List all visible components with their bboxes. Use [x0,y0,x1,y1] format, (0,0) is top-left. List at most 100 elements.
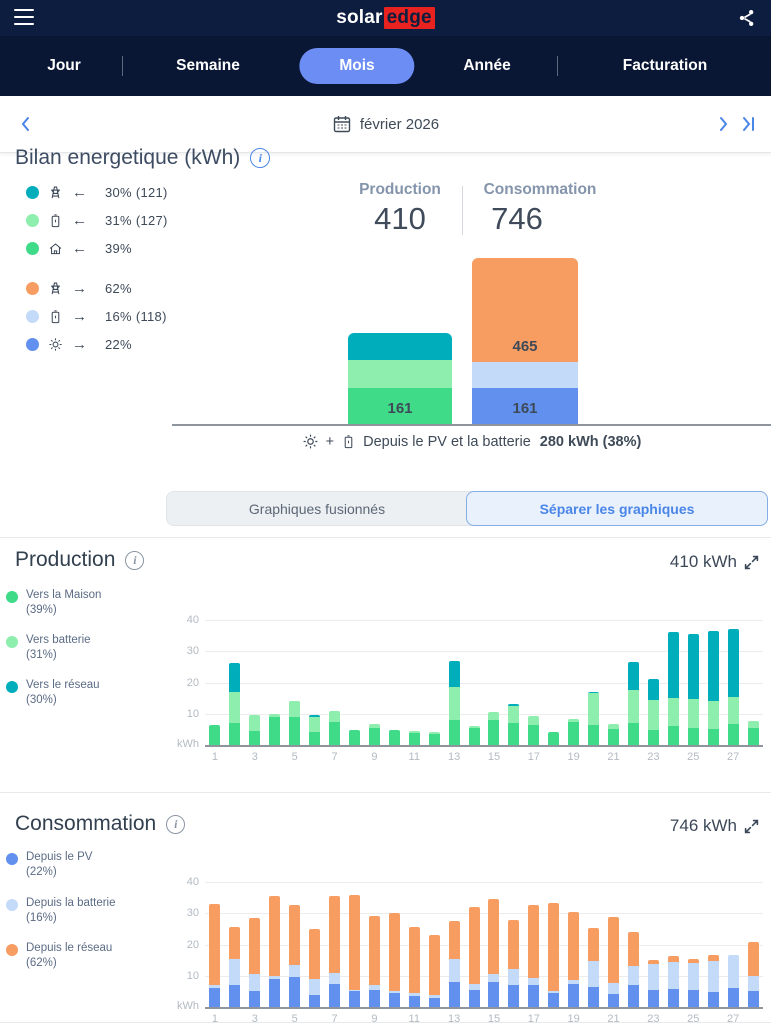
bar-segment [588,928,600,962]
day-bar[interactable] [468,725,480,745]
day-bar[interactable] [707,954,719,1007]
day-bar[interactable] [528,904,540,1007]
tab-jour[interactable]: Jour [47,57,81,74]
bar-segment [309,716,321,732]
day-bar[interactable] [508,919,520,1007]
expand-icon[interactable] [744,819,759,834]
day-bar[interactable] [468,907,480,1007]
day-bar[interactable] [747,942,759,1007]
consommation-legend-grid: Depuis le réseau (62%) [6,941,171,971]
day-bar[interactable] [269,896,281,1007]
day-bar[interactable] [348,730,360,745]
bar-segment [528,724,540,745]
y-tick-label: 10 [186,969,199,982]
day-bar[interactable] [608,724,620,745]
last-month-icon[interactable] [739,113,759,135]
day-bar[interactable] [548,903,560,1007]
day-bar[interactable] [428,935,440,1007]
day-bar[interactable] [329,896,341,1007]
day-bar[interactable] [388,730,400,745]
day-bar[interactable] [627,662,639,745]
date-display[interactable]: février 2026 [0,96,771,152]
tab-annee[interactable]: Année [463,57,511,74]
consommation-section-total: 746 kWh [670,816,759,836]
day-bar[interactable] [528,715,540,745]
day-bar[interactable] [707,630,719,745]
day-bar[interactable] [488,712,500,745]
day-bar[interactable] [508,703,520,745]
info-icon[interactable]: i [166,814,186,834]
bar-segment [249,917,261,975]
day-bar[interactable] [249,715,261,745]
day-bar[interactable] [548,731,560,745]
day-bar[interactable] [368,916,380,1007]
day-bar[interactable] [747,720,759,745]
bar-segment [368,989,380,1007]
expand-icon[interactable] [744,555,759,570]
x-tick-label: 21 [607,751,620,763]
day-bar[interactable] [408,927,420,1007]
info-icon[interactable]: i [250,148,271,168]
next-month-icon[interactable] [715,113,731,135]
day-bar[interactable] [627,932,639,1007]
day-bar[interactable] [368,724,380,745]
day-bar[interactable] [727,629,739,745]
bar-segment [448,686,460,720]
day-bar[interactable] [687,958,699,1007]
share-icon[interactable] [737,8,757,28]
day-bar[interactable] [727,954,739,1007]
day-bar[interactable] [309,928,321,1007]
day-bar[interactable] [348,894,360,1007]
day-bar[interactable] [229,927,241,1007]
day-bar[interactable] [588,928,600,1007]
tab-mois[interactable]: Mois [299,48,415,84]
day-bar[interactable] [428,731,440,745]
bar-segment [707,630,719,702]
tab-facturation[interactable]: Facturation [622,57,708,74]
caption-value: 280 kWh (38%) [539,433,642,450]
day-bar[interactable] [568,719,580,745]
day-bar[interactable] [608,917,620,1007]
day-bar[interactable] [329,710,341,745]
day-bar[interactable] [568,912,580,1007]
day-bar[interactable] [647,679,659,745]
x-tick-label: 25 [687,751,700,763]
day-bar[interactable] [667,631,679,745]
day-bar[interactable] [588,691,600,745]
day-bar[interactable] [647,959,659,1007]
tab-divider [557,56,558,76]
day-bar[interactable] [229,662,241,745]
bar-segment [548,992,560,1007]
day-bar[interactable] [289,905,301,1007]
day-bar[interactable] [289,700,301,745]
bar-segment: 465 [472,258,578,362]
y-axis-unit: kWh [177,738,199,750]
bar-segment [388,991,400,993]
day-bar[interactable] [687,633,699,745]
prev-month-icon[interactable] [18,113,34,135]
day-bar[interactable] [249,917,261,1007]
y-tick-label: 20 [186,676,199,689]
day-bar[interactable] [309,715,321,745]
day-bar[interactable] [667,956,679,1007]
day-bar[interactable] [408,730,420,745]
day-bar[interactable] [209,903,221,1007]
info-icon[interactable]: i [125,550,145,570]
menu-icon[interactable] [14,9,34,25]
separate-charts-button[interactable]: Séparer les graphiques [466,491,768,526]
bar-segment [727,988,739,1007]
bar-segment [727,629,739,697]
production-title-text: Production [15,548,116,571]
merged-charts-button[interactable]: Graphiques fusionnés [248,500,386,517]
bar-segment [468,907,480,984]
day-bar[interactable] [269,713,281,745]
legend-dot [26,242,39,255]
day-bar[interactable] [448,921,460,1007]
tab-semaine[interactable]: Semaine [176,57,240,74]
day-bar[interactable] [209,724,221,745]
day-bar[interactable] [388,913,400,1007]
day-bar[interactable] [488,899,500,1007]
arrow-right-icon: → [72,308,87,325]
day-bar[interactable] [448,661,460,745]
bar-segment [329,710,341,722]
